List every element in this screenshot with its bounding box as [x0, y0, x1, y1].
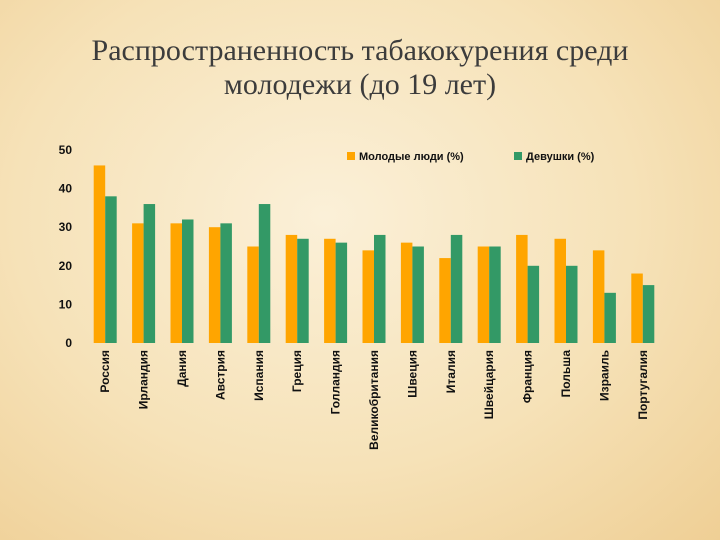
- x-tick-label: Россия: [98, 350, 112, 393]
- legend-swatch: [347, 152, 355, 160]
- y-tick-label: 50: [59, 143, 73, 157]
- x-tick-label: Дания: [175, 350, 189, 387]
- bar-girls: [105, 196, 117, 343]
- bar-young-men: [93, 165, 106, 343]
- y-axis: 0 10 20 30 40 50: [59, 143, 73, 350]
- bar-girls: [642, 285, 655, 343]
- bar-young-men: [516, 234, 528, 343]
- bar-girls: [489, 246, 501, 343]
- x-tick-label: Швеция: [405, 350, 419, 398]
- bar-young-men: [400, 242, 413, 343]
- legend: Молодые люди (%) Девушки (%): [347, 151, 595, 163]
- y-tick-label: 30: [59, 220, 73, 234]
- x-tick-label: Голландия: [329, 350, 343, 414]
- bar-young-men: [477, 246, 490, 343]
- x-tick-label: Великобритания: [367, 350, 381, 450]
- bar-girls: [566, 265, 578, 343]
- bar-young-men: [554, 238, 566, 343]
- bar-young-men: [439, 258, 451, 343]
- x-tick-label: Франция: [521, 350, 535, 403]
- bar-young-men: [132, 223, 144, 343]
- bar-young-men: [631, 273, 643, 343]
- x-tick-label: Греция: [290, 350, 304, 392]
- title-line-1: Распространенность табакокурения среди: [91, 34, 629, 67]
- bar-girls: [527, 265, 540, 343]
- x-tick-label: Испания: [252, 350, 266, 401]
- bar-girls: [604, 292, 616, 343]
- bar-girls: [374, 234, 386, 343]
- bar-girls: [335, 242, 348, 343]
- legend-label: Девушки (%): [526, 151, 595, 163]
- bar-girls: [450, 234, 463, 343]
- y-tick-label: 40: [59, 182, 73, 196]
- legend-label: Молодые люди (%): [359, 151, 464, 163]
- y-tick-label: 0: [65, 336, 72, 350]
- x-axis: Россия Ирландия Дания Австрия Испания Греция Г…: [98, 350, 650, 450]
- x-tick-label: Италия: [444, 350, 458, 393]
- bar-young-men: [362, 250, 374, 343]
- x-tick-label: Польша: [559, 350, 573, 398]
- slide-title: Распространенность табакокурения среди м…: [40, 34, 680, 102]
- bar-girls: [258, 204, 271, 343]
- x-tick-label: Швейцария: [482, 350, 496, 419]
- x-tick-label: Португалия: [636, 350, 650, 420]
- bar-girls: [182, 219, 194, 343]
- legend-swatch: [514, 152, 522, 160]
- bar-young-men: [592, 250, 605, 343]
- bar-young-men: [247, 246, 259, 343]
- bars: [93, 165, 655, 343]
- y-tick-label: 20: [59, 259, 73, 273]
- title-line-2: молодежи (до 19 лет): [223, 68, 497, 101]
- bar-girls: [412, 246, 424, 343]
- bar-young-men: [170, 223, 182, 343]
- x-tick-label: Израиль: [597, 350, 611, 401]
- bar-girls: [220, 223, 232, 343]
- x-tick-label: Австрия: [213, 350, 227, 400]
- bar-girls: [297, 238, 309, 343]
- y-tick-label: 10: [59, 297, 73, 311]
- x-tick-label: Ирландия: [137, 350, 151, 409]
- bar-girls: [143, 204, 156, 343]
- bar-young-men: [285, 234, 298, 343]
- bar-young-men: [208, 227, 221, 343]
- bar-young-men: [324, 238, 336, 343]
